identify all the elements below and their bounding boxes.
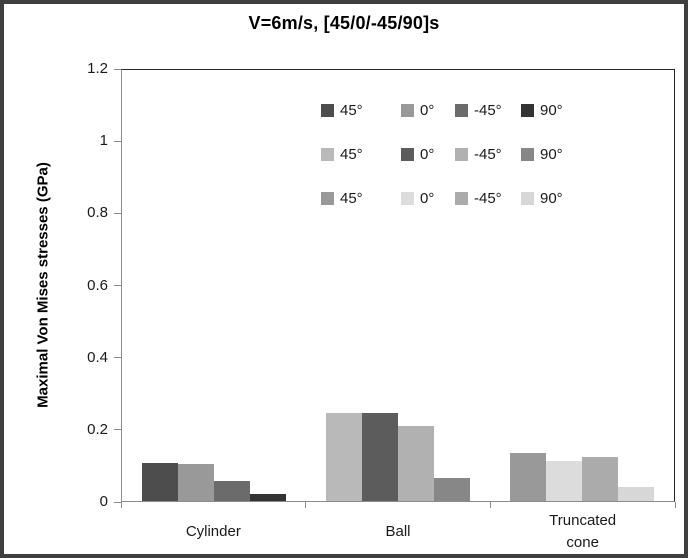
legend-item: -45° xyxy=(455,190,521,207)
x-axis-category-label: Truncated cone xyxy=(549,512,617,551)
legend-item: 0° xyxy=(401,190,455,207)
legend-item: -45° xyxy=(455,102,521,119)
x-tick-mark xyxy=(305,502,307,508)
y-tick-label: 1.2 xyxy=(87,60,108,77)
legend-row: 45° 0° -45° 90° xyxy=(321,146,581,163)
y-tick-mark xyxy=(114,501,121,503)
legend-swatch xyxy=(401,104,414,117)
x-tick-mark xyxy=(674,502,676,508)
legend-swatch xyxy=(455,104,468,117)
x-label-cell: Ball xyxy=(306,508,491,554)
legend-item: 45° xyxy=(321,102,401,119)
legend-label: 45° xyxy=(340,102,363,119)
legend-label: 0° xyxy=(420,146,435,163)
y-tick-mark xyxy=(114,285,121,286)
legend-swatch xyxy=(321,148,334,161)
legend-item: -45° xyxy=(455,146,521,163)
y-tick-label: 0.4 xyxy=(87,348,108,366)
legend-swatch xyxy=(401,148,414,161)
bar-cylinder--45 xyxy=(214,481,250,501)
legend-swatch xyxy=(521,148,534,161)
legend-label: 90° xyxy=(540,102,563,119)
legend-row: 45° 0° -45° 90° xyxy=(321,190,581,207)
legend-item: 45° xyxy=(321,190,401,207)
bar-truncated-cone--45 xyxy=(582,457,618,501)
legend-label: -45° xyxy=(474,102,502,119)
y-tick-label: 0.2 xyxy=(87,420,108,438)
bar-ball-0 xyxy=(362,413,398,501)
legend-swatch xyxy=(401,192,414,205)
x-tick-mark xyxy=(120,502,122,508)
legend-item: 45° xyxy=(321,146,401,163)
legend-item: 90° xyxy=(521,146,581,163)
legend-swatch xyxy=(521,192,534,205)
bar-truncated-cone-0 xyxy=(546,461,582,501)
legend-label: -45° xyxy=(474,146,502,163)
legend-row: 45° 0° -45° 90° xyxy=(321,102,581,119)
x-axis-category-label: Ball xyxy=(385,523,411,540)
y-tick-label: 0.6 xyxy=(87,276,108,294)
legend: 45° 0° -45° 90° 45° 0° -45° 90° 45° 0° -45° 90° xyxy=(321,102,581,207)
legend-label: 45° xyxy=(340,190,363,207)
legend-item: 90° xyxy=(521,102,581,119)
y-tick-mark xyxy=(114,212,121,214)
y-tick-label: 0.8 xyxy=(87,204,108,222)
bar-cylinder-0 xyxy=(178,464,214,501)
x-tick-mark xyxy=(489,502,491,508)
legend-swatch xyxy=(455,148,468,161)
legend-label: 0° xyxy=(420,190,435,207)
bar-ball-90 xyxy=(434,478,470,501)
x-axis-category-label: Cylinder xyxy=(185,523,241,540)
bar-ball--45 xyxy=(398,426,434,501)
chart-title: V=6m/s, [45/0/-45/90]s xyxy=(248,13,440,33)
legend-swatch xyxy=(521,104,534,117)
legend-label: -45° xyxy=(474,190,502,207)
bar-cylinder-45 xyxy=(142,463,178,501)
legend-item: 0° xyxy=(401,146,455,163)
x-axis-category-labels: Cylinder Ball Truncated cone xyxy=(121,508,675,554)
legend-item: 90° xyxy=(521,190,581,207)
legend-swatch xyxy=(455,192,468,205)
legend-swatch xyxy=(321,192,334,205)
legend-label: 45° xyxy=(340,146,363,163)
y-tick-mark xyxy=(114,140,121,142)
x-label-cell: Cylinder xyxy=(121,508,306,554)
y-tick-label: 0 xyxy=(99,493,108,510)
legend-label: 90° xyxy=(540,146,563,163)
legend-label: 0° xyxy=(420,102,435,119)
legend-item: 0° xyxy=(401,102,455,119)
bar-truncated-cone-45 xyxy=(510,453,546,501)
y-tick-mark xyxy=(114,68,121,70)
plot-area: 45° 0° -45° 90° 45° 0° -45° 90° 45° 0° -45° 90° xyxy=(121,69,675,502)
x-label-cell: Truncated cone xyxy=(490,508,675,554)
y-tick-mark xyxy=(114,357,121,359)
bar-truncated-cone-90 xyxy=(618,487,654,501)
bar-ball-45 xyxy=(326,413,362,501)
legend-swatch xyxy=(321,104,334,117)
bar-cylinder-90 xyxy=(250,494,286,501)
y-tick-label: 1 xyxy=(99,132,108,150)
y-tick-mark xyxy=(114,429,121,431)
legend-label: 90° xyxy=(540,190,563,207)
